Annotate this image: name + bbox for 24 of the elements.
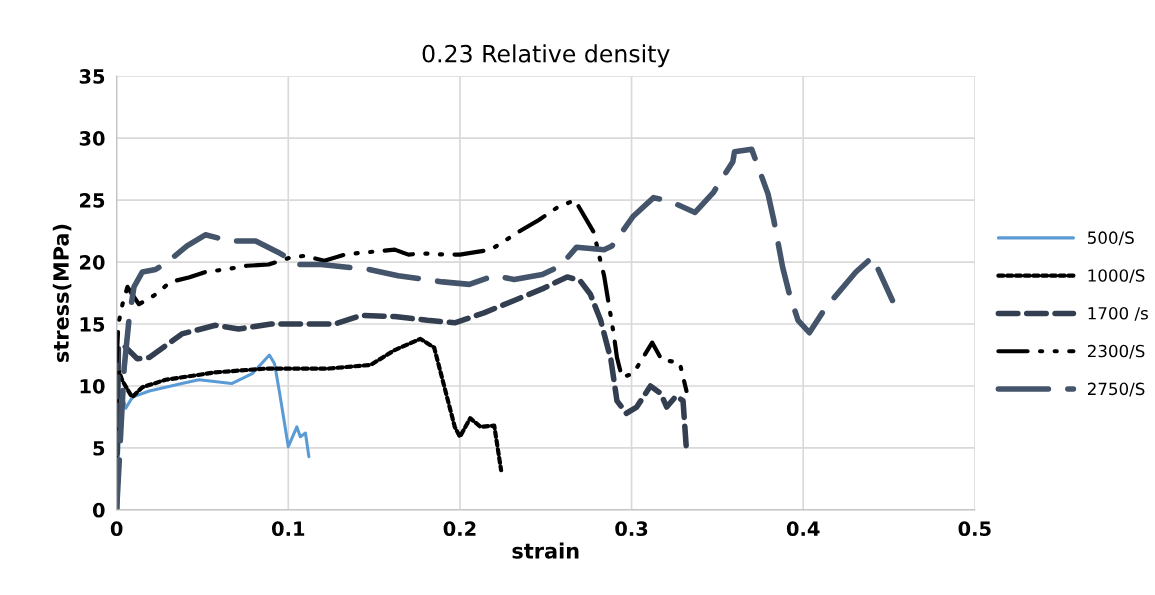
y-tick-label: 20	[80, 255, 105, 270]
y-axis-title: stress(MPa)	[52, 224, 72, 363]
x-tick-label: 0.2	[443, 521, 476, 537]
legend-label: 2750/S	[1087, 382, 1145, 397]
x-tick-label: 0.5	[958, 521, 991, 537]
x-tick-label: 0.1	[272, 521, 305, 537]
legend-label: 500/S	[1088, 231, 1134, 246]
line-series	[116, 336, 504, 475]
y-tick-label: 0	[92, 502, 105, 518]
y-tick-label: 30	[79, 131, 105, 146]
x-axis-title: strain	[512, 542, 579, 559]
y-tick-label: 15	[80, 317, 105, 332]
legend-label: 1700 /s	[1088, 306, 1148, 321]
chart-title: 0.23 Relative density	[422, 44, 670, 68]
y-tick-label: 35	[79, 69, 105, 84]
x-tick-label: 0.4	[786, 521, 820, 537]
legend-label: 2300/S	[1087, 344, 1145, 359]
y-tick-label: 5	[93, 441, 105, 456]
x-tick-label: 0.3	[615, 521, 648, 537]
legend-label: 1000/S	[1088, 269, 1145, 284]
x-tick-label: 0	[110, 521, 123, 537]
line-series	[116, 198, 689, 394]
y-tick-label: 10	[80, 378, 105, 394]
y-tick-label: 25	[80, 193, 105, 208]
